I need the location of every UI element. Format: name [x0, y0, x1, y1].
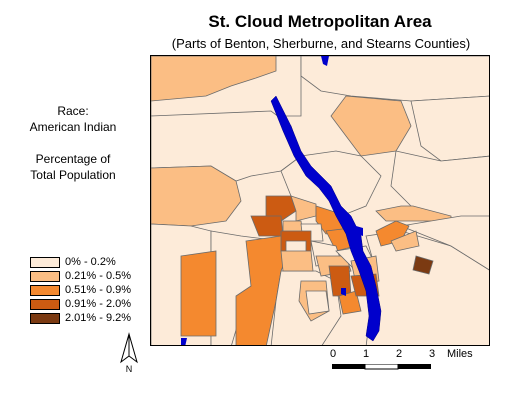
- tract: [250, 215, 284, 237]
- scale-tick-label: 2: [396, 348, 403, 360]
- legend-item: 0.21% - 0.5%: [30, 269, 131, 283]
- tract: [300, 56, 489, 102]
- north-arrow: N: [118, 332, 140, 376]
- tract: [330, 95, 412, 157]
- legend-item: 2.01% - 9.2%: [30, 311, 131, 325]
- tract: [151, 56, 277, 102]
- legend-item: 0.51% - 0.9%: [30, 283, 131, 297]
- lake: [181, 338, 187, 345]
- lake: [321, 56, 329, 66]
- tract: [265, 195, 297, 222]
- tract: [280, 250, 314, 272]
- map-title: St. Cloud Metropolitan Area: [208, 12, 432, 31]
- river: [270, 95, 382, 342]
- scale-bar: 0 1 2 3 Miles: [330, 348, 490, 378]
- race-label: Race:: [57, 104, 89, 118]
- legend: 0% - 0.2% 0.21% - 0.5% 0.51% - 0.9% 0.91…: [30, 255, 131, 325]
- tract: [338, 290, 362, 315]
- tract: [390, 230, 420, 252]
- measure-line-2: Total Population: [30, 168, 116, 182]
- scale-tick-label: 1: [363, 348, 370, 360]
- north-arrow-icon: N: [120, 332, 138, 374]
- legend-label: 0.51% - 0.9%: [65, 284, 132, 296]
- legend-item: 0.91% - 2.0%: [30, 297, 131, 311]
- choropleth-map: [151, 56, 489, 345]
- tract: [305, 290, 330, 315]
- lake: [356, 226, 363, 236]
- scale-unit: Miles: [447, 348, 473, 360]
- scale-bar-graphic: [332, 364, 431, 370]
- legend-label: 0.21% - 0.5%: [65, 270, 132, 282]
- legend-swatch: [30, 312, 60, 324]
- measure-line-1: Percentage of: [35, 152, 111, 166]
- scale-tick-label: 0: [330, 348, 337, 360]
- tract: [290, 195, 317, 222]
- legend-label: 2.01% - 9.2%: [65, 312, 132, 324]
- legend-item: 0% - 0.2%: [30, 255, 131, 269]
- legend-swatch: [30, 270, 60, 282]
- tract: [180, 250, 217, 337]
- tract: [410, 95, 489, 162]
- scale-tick-label: 3: [429, 348, 436, 360]
- tract: [328, 265, 352, 297]
- legend-swatch: [30, 298, 60, 310]
- lake: [341, 288, 346, 296]
- tract: [412, 255, 434, 275]
- north-label: N: [126, 364, 133, 374]
- map-frame: [150, 55, 490, 346]
- legend-label: 0% - 0.2%: [65, 256, 116, 268]
- race-value: American Indian: [29, 120, 117, 134]
- legend-label: 0.91% - 2.0%: [65, 298, 132, 310]
- legend-swatch: [30, 284, 60, 296]
- map-subtitle: (Parts of Benton, Sherburne, and Stearns…: [171, 36, 471, 51]
- tract: [399, 215, 489, 271]
- legend-swatch: [30, 256, 60, 268]
